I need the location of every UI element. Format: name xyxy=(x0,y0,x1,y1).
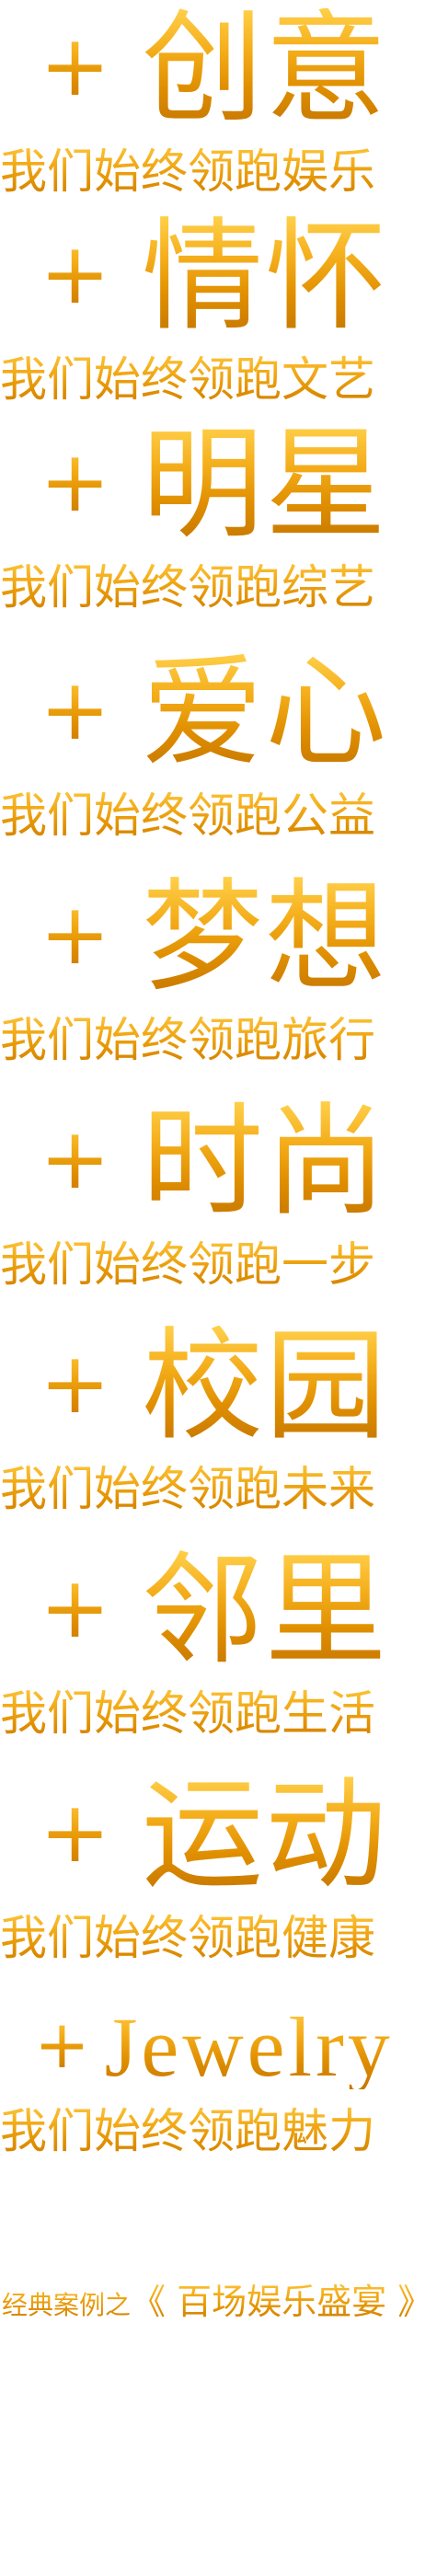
case-footer: 经典案例之《 百场娱乐盛宴 》 xyxy=(0,2276,437,2328)
plus-sign: + xyxy=(39,661,111,759)
slogan-block-celebrity: + 明星 我们始终领跑综艺 xyxy=(0,416,437,624)
plus-sign: + xyxy=(39,432,111,531)
headline: + 运动 xyxy=(0,1766,437,1904)
slogan-block-creativity: + 创意 我们始终领跑娱乐 xyxy=(0,0,437,208)
plus-sign: + xyxy=(39,1334,111,1432)
tagline: 我们始终领跑一步 xyxy=(0,1231,437,1301)
headline: + 情怀 xyxy=(0,208,437,346)
headline-title: 创意 xyxy=(142,0,389,140)
tagline: 我们始终领跑公益 xyxy=(0,782,437,852)
plus-sign: + xyxy=(39,17,111,115)
tagline: 我们始终领跑娱乐 xyxy=(0,138,437,208)
slogan-block-love: + 爱心 我们始终领跑公益 xyxy=(0,644,437,852)
slogan-block-sports: + 运动 我们始终领跑健康 xyxy=(0,1766,437,1974)
slogan-block-jewelry: + Jewelry 我们始终领跑魅力 xyxy=(0,1996,437,2168)
headline: + 梦想 xyxy=(0,868,437,1006)
slogan-block-dream: + 梦想 我们始终领跑旅行 xyxy=(0,868,437,1076)
headline: + 爱心 xyxy=(0,644,437,782)
slogan-block-sentiment: + 情怀 我们始终领跑文艺 xyxy=(0,208,437,416)
headline-title: 时尚 xyxy=(142,1091,389,1233)
headline-title: Jewelry xyxy=(104,2000,394,2094)
tagline: 我们始终领跑生活 xyxy=(0,1680,437,1750)
headline-title: 邻里 xyxy=(142,1540,389,1682)
tagline: 我们始终领跑文艺 xyxy=(0,346,437,416)
slogan-block-campus: + 校园 我们始终领跑未来 xyxy=(0,1317,437,1525)
tagline: 我们始终领跑魅力 xyxy=(0,2098,437,2168)
tagline: 我们始终领跑综艺 xyxy=(0,554,437,624)
headline-title: 明星 xyxy=(142,414,389,556)
headline: + 校园 xyxy=(0,1317,437,1455)
footer-highlight: 《 百场娱乐盛宴 》 xyxy=(131,2282,433,2322)
footer-lead: 经典案例之 xyxy=(2,2290,132,2320)
headline: + Jewelry xyxy=(0,1996,437,2098)
headline-title: 情怀 xyxy=(142,206,389,348)
headline: + 创意 xyxy=(0,0,437,138)
slogan-block-fashion: + 时尚 我们始终领跑一步 xyxy=(0,1093,437,1301)
headline: + 时尚 xyxy=(0,1093,437,1231)
plus-sign: + xyxy=(39,1783,111,1881)
headline-title: 梦想 xyxy=(142,867,389,1008)
slogan-block-neighborhood: + 邻里 我们始终领跑生活 xyxy=(0,1542,437,1750)
headline: + 明星 xyxy=(0,416,437,554)
tagline: 我们始终领跑旅行 xyxy=(0,1006,437,1076)
tagline: 我们始终领跑未来 xyxy=(0,1455,437,1525)
plus-sign: + xyxy=(39,1558,111,1657)
plus-sign: + xyxy=(39,1110,111,1208)
plus-sign: + xyxy=(39,885,111,983)
plus-sign: + xyxy=(34,2006,90,2083)
plus-sign: + xyxy=(39,224,111,323)
tagline: 我们始终领跑健康 xyxy=(0,1904,437,1974)
headline-title: 运动 xyxy=(142,1765,389,1906)
headline-title: 校园 xyxy=(142,1316,389,1457)
headline: + 邻里 xyxy=(0,1542,437,1680)
headline-title: 爱心 xyxy=(142,642,389,784)
